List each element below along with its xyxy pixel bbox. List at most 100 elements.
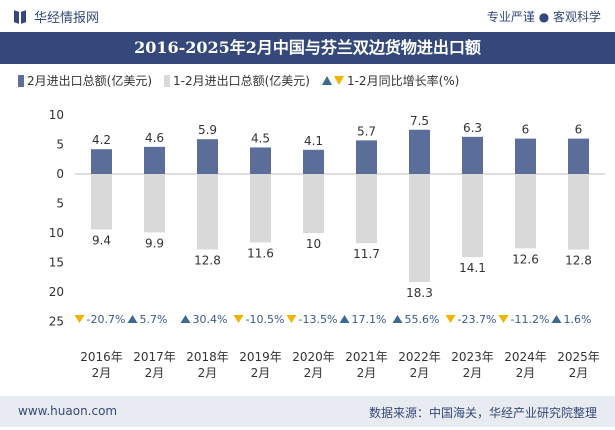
legend-swatch-cum [164, 74, 170, 87]
bar-feb [568, 138, 589, 174]
data-label-cum: 12.8 [194, 254, 221, 268]
category-label-month: 2月 [304, 366, 324, 380]
data-label-cum: 18.3 [406, 286, 433, 300]
category-label-month: 2月 [569, 366, 589, 380]
y-tick-label: 0 [56, 167, 64, 181]
data-label-cum: 9.9 [145, 236, 164, 250]
category-label-year: 2025年 [557, 350, 600, 364]
data-label-cum: 9.4 [92, 233, 111, 247]
bar-feb [250, 147, 271, 174]
category-label-month: 2月 [410, 366, 430, 380]
category-label-month: 2月 [92, 366, 112, 380]
y-tick-label: 10 [49, 108, 64, 122]
category-label-year: 2017年 [133, 350, 176, 364]
category-label-month: 2月 [251, 366, 271, 380]
legend: 2月进出口总额(亿美元) 1-2月进出口总额(亿美元) 1-2月同比增长率(%) [18, 72, 471, 89]
growth-label: 30.4% [193, 313, 228, 326]
data-label-feb: 4.5 [251, 131, 270, 145]
growth-down-marker [445, 315, 456, 323]
category-label-month: 2月 [198, 366, 218, 380]
category-label-year: 2023年 [451, 350, 494, 364]
legend-label-cum: 1-2月进出口总额(亿美元) [173, 74, 310, 88]
y-tick-label: 5 [56, 197, 64, 211]
bar-feb [144, 146, 165, 174]
data-label-feb: 6 [575, 123, 583, 137]
bar-cum [303, 174, 324, 233]
brand-name: 华经情报网 [34, 11, 100, 26]
data-label-cum: 11.7 [353, 247, 380, 261]
data-label-cum: 12.6 [512, 252, 539, 266]
logo-icon [14, 10, 28, 24]
data-label-feb: 6 [522, 123, 530, 137]
data-label-feb: 6.3 [463, 121, 482, 135]
growth-label: -20.7% [87, 313, 126, 326]
growth-label: -10.5% [246, 313, 285, 326]
growth-down-marker [286, 315, 297, 323]
growth-down-marker [74, 315, 85, 323]
chart-title: 2016-2025年2月中国与芬兰双边货物进出口额 [0, 32, 615, 64]
bar-feb [356, 140, 377, 174]
growth-up-marker [392, 315, 403, 323]
legend-item-feb: 2月进出口总额(亿美元) [18, 72, 152, 89]
bar-cum [515, 174, 536, 249]
category-label-year: 2021年 [345, 350, 388, 364]
growth-up-marker [339, 315, 350, 323]
legend-item-growth: 1-2月同比增长率(%) [321, 72, 460, 89]
data-label-cum: 11.6 [247, 246, 274, 260]
top-bar: 华经情报网 专业严谨 ● 客观科学 [0, 0, 615, 32]
category-label-year: 2019年 [239, 350, 282, 364]
category-label-year: 2024年 [504, 350, 547, 364]
chart-area: 10 5 0 5 10 15 20 25 4.2 9.4 -20.7% 2016年 2月 4.6 9.9 5.… [49, 108, 605, 380]
bar-cum [356, 174, 377, 244]
data-label-cum: 10 [306, 237, 321, 251]
bar-feb [409, 129, 430, 174]
category-label-month: 2月 [516, 366, 536, 380]
legend-swatch-feb [18, 74, 24, 87]
growth-up-marker [180, 315, 191, 323]
data-label-feb: 4.1 [304, 134, 323, 148]
y-tick-label: 10 [49, 226, 64, 240]
growth-down-marker [498, 315, 509, 323]
y-tick-label: 25 [49, 315, 64, 329]
bar-cum [144, 174, 165, 233]
bar-feb [197, 139, 218, 174]
growth-label: -11.2% [511, 313, 550, 326]
data-label-cum: 12.8 [565, 254, 592, 268]
growth-label: 17.1% [352, 313, 387, 326]
category-label-year: 2022年 [398, 350, 441, 364]
data-label-feb: 5.9 [198, 123, 217, 137]
y-tick-label: 15 [49, 256, 64, 270]
data-label-cum: 14.1 [459, 261, 486, 275]
category-label-month: 2月 [145, 366, 165, 380]
bar-feb [515, 138, 536, 174]
data-label-feb: 4.2 [92, 133, 111, 147]
growth-label: -23.7% [458, 313, 497, 326]
growth-up-marker [127, 315, 138, 323]
bar-cum [250, 174, 271, 243]
triangle-down-icon [333, 76, 344, 85]
brand: 华经情报网 [14, 7, 99, 26]
category-label-month: 2月 [357, 366, 377, 380]
category-label-year: 2020年 [292, 350, 335, 364]
growth-up-marker [551, 315, 562, 323]
bar-cum [409, 174, 430, 282]
legend-label-feb: 2月进出口总额(亿美元) [27, 74, 152, 88]
bar-feb [462, 136, 483, 174]
legend-label-growth: 1-2月同比增长率(%) [346, 74, 460, 88]
legend-item-cum: 1-2月进出口总额(亿美元) [164, 72, 310, 89]
y-tick-label: 5 [56, 138, 64, 152]
data-label-feb: 4.6 [145, 131, 164, 145]
triangle-up-icon [321, 76, 332, 85]
bar-cum [197, 174, 218, 250]
data-source: 数据来源：中国海关，华经产业研究院整理 [368, 406, 597, 420]
data-label-feb: 5.7 [357, 124, 376, 138]
growth-label: 1.6% [564, 313, 592, 326]
bar-cum [568, 174, 589, 250]
tagline: 专业严谨 ● 客观科学 [486, 10, 601, 24]
bar-cum [91, 174, 112, 230]
y-tick-label: 20 [49, 285, 64, 299]
category-label-month: 2月 [463, 366, 483, 380]
category-label-year: 2018年 [186, 350, 229, 364]
data-label-feb: 7.5 [410, 114, 429, 128]
bar-cum [462, 174, 483, 258]
